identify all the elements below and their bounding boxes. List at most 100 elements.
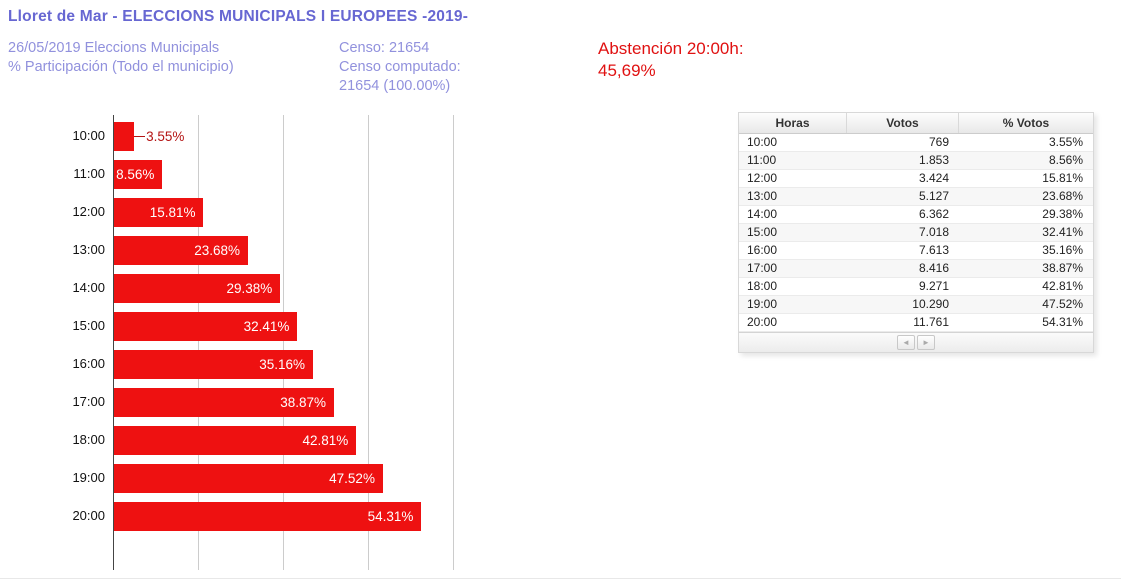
chart-row: 20:00 54.31%	[0, 497, 740, 535]
participation-bar: 32.41%	[114, 311, 298, 341]
hour-tick-label: 19:00	[72, 470, 105, 485]
bar-value-label: 32.41%	[243, 318, 290, 334]
cell-hora: 12:00	[747, 171, 778, 185]
table-row[interactable]: 15:00 7.018 32.41%	[739, 224, 1093, 242]
participation-bar: 42.81%	[114, 425, 357, 455]
cell-pct-votos: 3.55%	[1048, 135, 1083, 149]
election-subtitle: 26/05/2019 Eleccions Municipals % Partic…	[8, 39, 234, 77]
pager-next-button[interactable]: ►	[917, 335, 935, 350]
chart-row: 10:00 3.55%	[0, 117, 740, 155]
bar-value-label: 3.55%	[146, 128, 185, 144]
bottom-divider	[0, 578, 1121, 579]
chart-row: 19:00 47.52%	[0, 459, 740, 497]
table-row[interactable]: 11:00 1.853 8.56%	[739, 152, 1093, 170]
participation-bar: 8.56%	[114, 159, 163, 189]
column-header-pct-votos: % Votos	[1002, 116, 1050, 130]
cell-hora: 18:00	[747, 279, 778, 293]
cell-pct-votos: 23.68%	[1042, 189, 1083, 203]
page-title: Lloret de Mar - ELECCIONS MUNICIPALS I E…	[8, 8, 469, 25]
votes-table-body: 10:00 769 3.55% 11:00 1.853 8.56% 12:00 3.424 15…	[739, 134, 1093, 332]
bar-value-label: 23.68%	[194, 242, 241, 258]
census-info: Censo: 21654 Censo computado: 21654 (100…	[339, 39, 461, 96]
hour-tick-label: 10:00	[72, 128, 105, 143]
hour-tick-label: 14:00	[72, 280, 105, 295]
chart-row: 17:00 38.87%	[0, 383, 740, 421]
table-row[interactable]: 12:00 3.424 15.81%	[739, 170, 1093, 188]
census-total-line: Censo: 21654	[339, 40, 430, 56]
table-row[interactable]: 20:00 11.761 54.31%	[739, 314, 1093, 332]
bar-value-label: 8.56%	[116, 166, 155, 182]
cell-hora: 14:00	[747, 207, 778, 221]
bar-value-label: 54.31%	[367, 508, 414, 524]
table-row[interactable]: 17:00 8.416 38.87%	[739, 260, 1093, 278]
votes-table-pager: ◄ ►	[739, 332, 1093, 352]
column-header-votos: Votos	[847, 113, 959, 133]
hour-tick-label: 12:00	[72, 204, 105, 219]
votes-table: Horas Votos % Votos 10:00 769 3.55% 11:00 1.…	[738, 112, 1094, 353]
bar-value-label: 35.16%	[259, 356, 305, 372]
chart-row: 16:00 35.16%	[0, 345, 740, 383]
leader-line	[134, 135, 146, 137]
participation-bar: 47.52%	[114, 463, 383, 493]
gridline-60pct	[452, 115, 454, 570]
bar-value-label: 47.52%	[329, 470, 375, 486]
cell-hora: 13:00	[747, 189, 778, 203]
chart-row: 15:00 32.41%	[0, 307, 740, 345]
pager-prev-button[interactable]: ◄	[897, 335, 915, 350]
cell-votos: 5.127	[918, 189, 949, 203]
participation-scope-line: % Participación (Todo el municipio)	[8, 59, 234, 75]
table-row[interactable]: 19:00 10.290 47.52%	[739, 296, 1093, 314]
election-date-line: 26/05/2019 Eleccions Municipals	[8, 40, 220, 56]
cell-pct-votos: 8.56%	[1048, 153, 1083, 167]
participation-bar: 23.68%	[114, 235, 249, 265]
cell-votos: 11.761	[913, 315, 949, 329]
cell-pct-votos: 38.87%	[1042, 261, 1083, 275]
cell-votos: 3.424	[918, 171, 949, 185]
abstention-value-line: 45,69%	[598, 61, 656, 80]
table-row[interactable]: 10:00 769 3.55%	[739, 134, 1093, 152]
bar-value-label: 29.38%	[226, 280, 273, 296]
table-row[interactable]: 16:00 7.613 35.16%	[739, 242, 1093, 260]
abstention-label-line: Abstención 20:00h:	[598, 39, 744, 58]
cell-hora: 15:00	[747, 225, 778, 239]
census-computed-value-line: 21654 (100.00%)	[339, 78, 451, 94]
cell-votos: 9.271	[918, 279, 949, 293]
cell-pct-votos: 15.81%	[1042, 171, 1083, 185]
cell-pct-votos: 54.31%	[1042, 315, 1083, 329]
chart-row: 13:00 23.68%	[0, 231, 740, 269]
bar-value-label-outside: 3.55%	[134, 122, 184, 151]
cell-pct-votos: 35.16%	[1042, 243, 1083, 257]
chart-row: 14:00 29.38%	[0, 269, 740, 307]
hour-tick-label: 20:00	[72, 508, 105, 523]
cell-votos: 769	[928, 135, 949, 149]
cell-hora: 16:00	[747, 243, 778, 257]
hour-tick-label: 13:00	[72, 242, 105, 257]
cell-votos: 7.613	[918, 243, 949, 257]
gridline-15pct	[197, 115, 199, 570]
hour-tick-label: 11:00	[73, 166, 105, 181]
cell-pct-votos: 32.41%	[1042, 225, 1083, 239]
cell-pct-votos: 29.38%	[1042, 207, 1083, 221]
hour-tick-label: 16:00	[72, 356, 105, 371]
hour-tick-label: 15:00	[72, 318, 105, 333]
bar-value-label: 42.81%	[302, 432, 349, 448]
cell-hora: 17:00	[747, 261, 778, 275]
participation-bar	[114, 121, 135, 151]
votes-table-header: Horas Votos % Votos	[739, 113, 1093, 134]
table-row[interactable]: 14:00 6.362 29.38%	[739, 206, 1093, 224]
table-row[interactable]: 13:00 5.127 23.68%	[739, 188, 1093, 206]
chart-row: 12:00 15.81%	[0, 193, 740, 231]
bar-value-label: 38.87%	[280, 394, 326, 410]
cell-hora: 20:00	[747, 315, 778, 329]
hour-tick-label: 18:00	[72, 432, 105, 447]
cell-votos: 6.362	[918, 207, 949, 221]
participation-bar: 29.38%	[114, 273, 281, 303]
census-computed-label-line: Censo computado:	[339, 59, 461, 75]
cell-votos: 10.290	[912, 297, 949, 311]
table-row[interactable]: 18:00 9.271 42.81%	[739, 278, 1093, 296]
abstention-info: Abstención 20:00h: 45,69%	[598, 38, 744, 82]
participation-bar: 54.31%	[114, 501, 422, 531]
chart-bars: 10:00 3.55% 11:00 8.56% 12:00 15.81% 13:00 23.6…	[0, 117, 740, 535]
hour-tick-label: 17:00	[72, 394, 105, 409]
